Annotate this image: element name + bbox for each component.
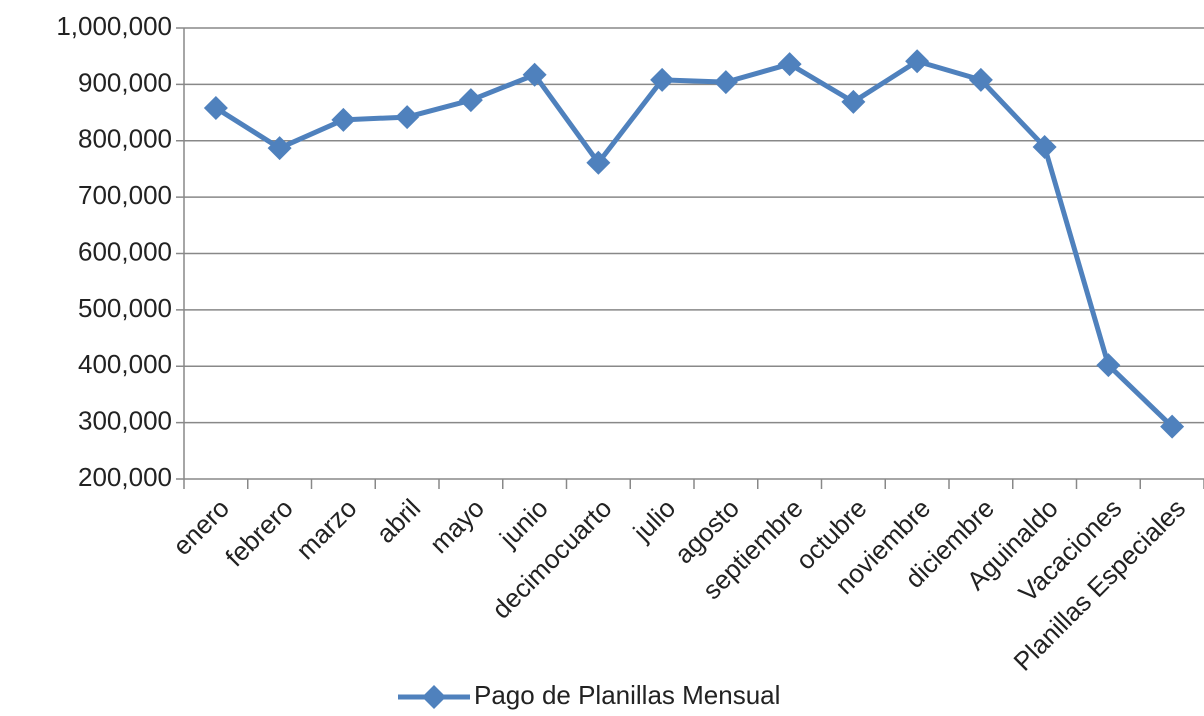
marker [777, 52, 802, 77]
marker [203, 96, 228, 121]
marker [968, 67, 993, 92]
marker [267, 136, 292, 161]
y-tick-label: 300,000 [78, 406, 172, 436]
marker [1032, 134, 1057, 159]
y-tick-label: 900,000 [78, 67, 172, 97]
marker [331, 107, 356, 132]
x-tick-label: abril [370, 493, 426, 549]
marker [1096, 353, 1121, 378]
y-tick-label: 500,000 [78, 293, 172, 323]
y-tick-label: 800,000 [78, 124, 172, 154]
marker [905, 49, 930, 74]
legend-marker [422, 685, 446, 709]
marker [522, 62, 547, 87]
marker [458, 88, 483, 113]
marker [586, 150, 611, 175]
y-tick-label: 200,000 [78, 462, 172, 492]
x-tick-label: febrero [219, 493, 298, 572]
marker [395, 105, 420, 130]
marker [1160, 414, 1185, 439]
x-tick-label: julio [627, 493, 682, 548]
x-tick-label: marzo [290, 493, 362, 565]
marker [650, 67, 675, 92]
marker [713, 70, 738, 95]
y-tick-label: 400,000 [78, 349, 172, 379]
x-tick-label: mayo [424, 493, 490, 559]
y-tick-label: 600,000 [78, 236, 172, 266]
legend-label: Pago de Planillas Mensual [474, 680, 780, 710]
y-tick-label: 1,000,000 [56, 11, 172, 41]
marker [841, 89, 866, 114]
y-tick-label: 700,000 [78, 180, 172, 210]
line [214, 58, 1174, 429]
